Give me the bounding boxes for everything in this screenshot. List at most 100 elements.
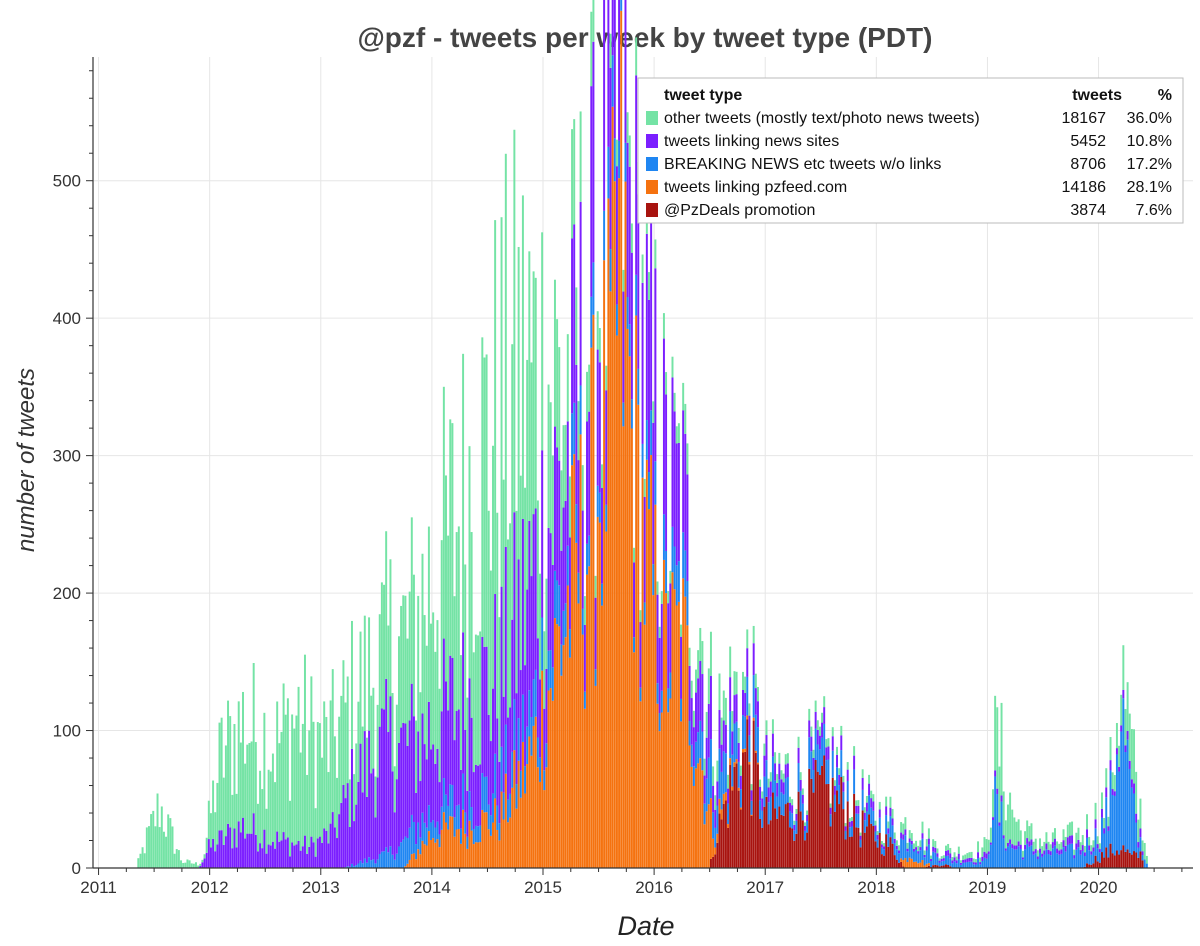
bar-segment: [389, 846, 392, 868]
bar-segment: [222, 844, 225, 868]
bar-segment: [810, 751, 813, 779]
bar-segment: [908, 842, 911, 858]
bar-segment: [756, 762, 759, 765]
bar-segment: [951, 863, 954, 868]
bar-segment: [917, 851, 920, 854]
bar-segment: [577, 603, 580, 868]
bar-segment: [455, 805, 458, 830]
bar-segment: [583, 708, 586, 868]
bar-segment: [323, 828, 326, 868]
bar-segment: [496, 512, 499, 719]
bar-segment: [797, 763, 800, 792]
bar-segment: [624, 0, 627, 143]
bar-segment: [581, 510, 584, 609]
bar-segment: [1094, 855, 1097, 868]
bar-segment: [868, 795, 871, 815]
bar-segment: [891, 825, 894, 844]
bar-segment: [707, 757, 710, 805]
bar-segment: [1128, 760, 1131, 769]
bar-segment: [216, 844, 219, 868]
bar-segment: [930, 858, 933, 862]
bar-segment: [468, 446, 471, 679]
bar-segment: [391, 854, 394, 868]
bar-segment: [697, 732, 700, 764]
bar-segment: [669, 672, 672, 699]
bar-segment: [878, 832, 881, 868]
bar-segment: [1122, 698, 1125, 846]
bar-segment: [784, 804, 787, 868]
bar-segment: [684, 596, 687, 868]
bar-segment: [906, 848, 909, 852]
bar-segment: [838, 774, 841, 786]
bar-segment: [515, 784, 518, 809]
bar-segment: [464, 812, 467, 834]
bar-segment: [940, 856, 943, 859]
bar-segment: [466, 848, 469, 868]
bar-segment: [609, 249, 612, 292]
bar-segment: [338, 716, 341, 815]
bar-segment: [915, 849, 918, 862]
bar-segment: [165, 836, 168, 868]
bar-segment: [233, 724, 236, 829]
bar-segment: [222, 777, 225, 845]
bar-segment: [212, 838, 215, 868]
bar-segment: [951, 857, 954, 861]
bar-segment: [665, 593, 668, 868]
bar-segment: [1092, 863, 1095, 868]
bar-segment: [246, 744, 249, 834]
bar-segment: [662, 514, 665, 560]
bar-segment: [308, 730, 311, 847]
bar-segment: [932, 865, 935, 868]
bar-segment: [818, 774, 821, 868]
bar-segment: [1053, 828, 1056, 839]
bar-segment: [282, 683, 285, 833]
bar-segment: [652, 595, 655, 868]
bar-segment: [201, 862, 204, 868]
bar-segment: [588, 364, 591, 412]
bar-segment: [1145, 855, 1148, 864]
bar-segment: [485, 354, 488, 647]
bar-segment: [1124, 745, 1127, 753]
bar-segment: [675, 443, 678, 566]
legend-swatch: [646, 134, 658, 148]
bar-segment: [703, 758, 706, 776]
bar-segment: [404, 723, 407, 837]
bar-segment: [395, 853, 398, 868]
bar-segment: [286, 837, 289, 868]
bar-segment: [534, 716, 537, 868]
bar-segment: [160, 806, 163, 868]
bar-segment: [344, 798, 347, 868]
bar-segment: [707, 703, 710, 758]
bar-segment: [754, 752, 757, 868]
bar-segment: [887, 846, 890, 868]
bar-segment: [615, 335, 618, 868]
bar-segment: [271, 753, 274, 842]
bar-segment: [626, 328, 629, 869]
bar-segment: [690, 766, 693, 868]
legend-entry-tweets: 14186: [1062, 179, 1107, 196]
bar-segment: [408, 591, 411, 721]
bar-segment: [152, 810, 155, 868]
bar-segment: [932, 839, 935, 847]
bar-segment: [947, 843, 950, 851]
bar-segment: [380, 582, 383, 709]
bar-segment: [949, 858, 952, 867]
bar-segment: [440, 540, 443, 712]
bar-segment: [756, 727, 759, 763]
bar-segment: [603, 210, 606, 261]
bar-segment: [806, 832, 809, 868]
bar-segment: [868, 783, 871, 796]
bar-segment: [562, 645, 565, 868]
bar-segment: [295, 715, 298, 845]
bar-segment: [511, 619, 514, 752]
bar-segment: [410, 854, 413, 868]
bar-segment: [442, 638, 445, 779]
bar-segment: [553, 570, 556, 619]
bar-segment: [333, 736, 336, 828]
bar-segment: [959, 864, 962, 868]
bar-segment: [780, 770, 783, 780]
bar-segment: [1124, 851, 1127, 868]
bar-segment: [643, 624, 646, 868]
bar-segment: [724, 753, 727, 793]
bar-segment: [872, 810, 875, 826]
